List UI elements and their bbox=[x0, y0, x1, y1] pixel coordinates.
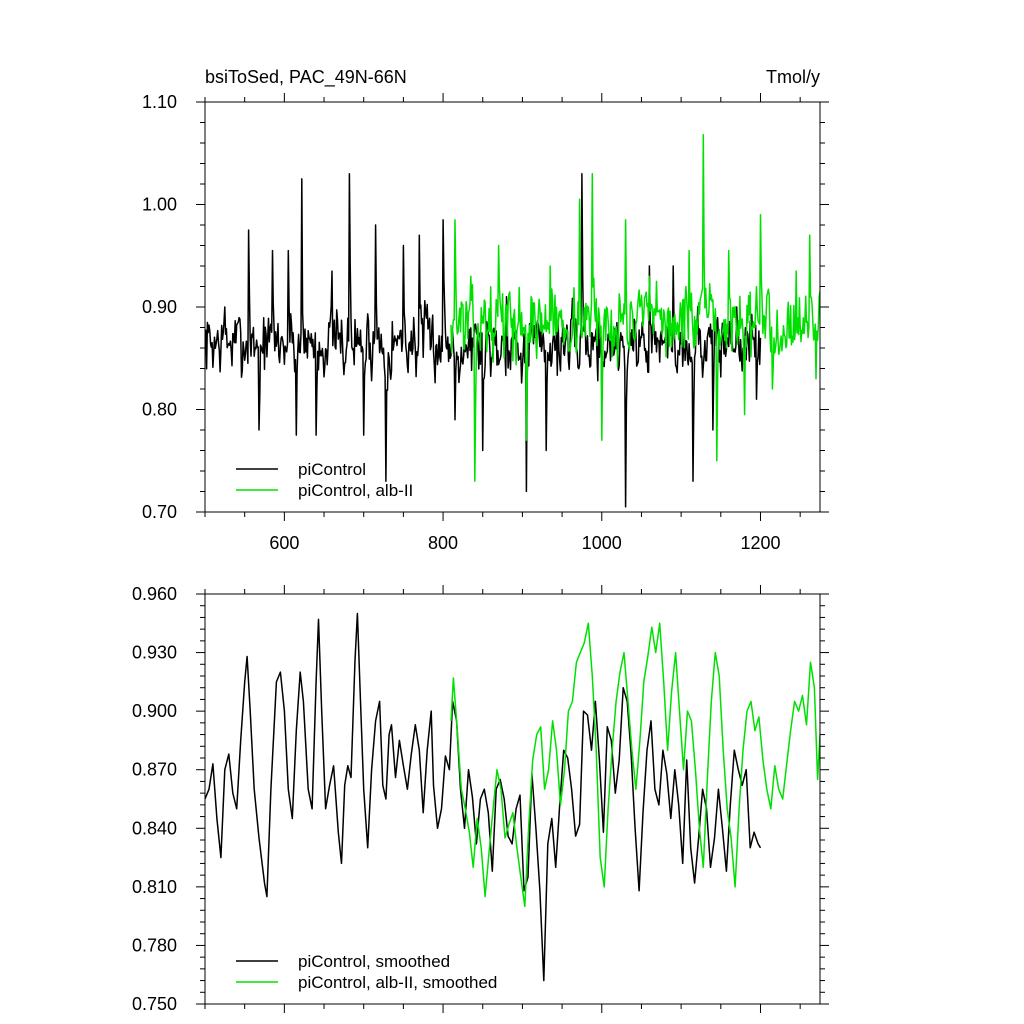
legend-label-alb-ii-smoothed: piControl, alb-II, smoothed bbox=[298, 973, 497, 992]
top-title-right: Tmol/y bbox=[766, 67, 820, 87]
x-tick-label: 800 bbox=[428, 533, 458, 553]
top-series-group bbox=[205, 134, 820, 508]
y-tick-label: 0.90 bbox=[142, 297, 177, 317]
y-tick-label: 0.840 bbox=[132, 818, 177, 838]
top-title-left: bsiToSed, PAC_49N-66N bbox=[205, 67, 407, 88]
legend-label-alb-ii: piControl, alb-II bbox=[298, 481, 413, 500]
series-line-top-0 bbox=[205, 173, 762, 508]
legend-label-picontrol: piControl bbox=[298, 460, 366, 479]
x-tick-label: 1000 bbox=[582, 533, 622, 553]
bottom-axes: 0.750 0.780 0.810 0.840 0.870 0.900 0.930 0.960 bbox=[132, 584, 829, 1014]
top-axes: 600 800 1000 1200 0.70 0.80 0.90 1.00 1.10 bbox=[142, 92, 829, 553]
y-tick-label: 1.10 bbox=[142, 92, 177, 112]
y-tick-label: 0.80 bbox=[142, 400, 177, 420]
y-tick-label: 0.960 bbox=[132, 584, 177, 604]
y-tick-label: 0.810 bbox=[132, 877, 177, 897]
y-tick-label: 0.870 bbox=[132, 760, 177, 780]
plot-frame bbox=[204, 593, 821, 1005]
y-tick-label: 0.70 bbox=[142, 502, 177, 522]
y-tick-label: 0.930 bbox=[132, 643, 177, 663]
y-tick-label: 0.750 bbox=[132, 994, 177, 1014]
bottom-panel: 0.750 0.780 0.810 0.840 0.870 0.900 0.930 0.960… bbox=[132, 584, 829, 1014]
y-tick-label: 1.00 bbox=[142, 195, 177, 215]
legend-label-picontrol-smoothed: piControl, smoothed bbox=[298, 952, 450, 971]
top-legend: piControl piControl, alb-II bbox=[236, 460, 413, 500]
x-tick-label: 1200 bbox=[740, 533, 780, 553]
x-tick-label: 600 bbox=[269, 533, 299, 553]
top-panel: bsiToSed, PAC_49N-66N Tmol/y 600 800 1000 1… bbox=[142, 67, 829, 553]
y-tick-label: 0.780 bbox=[132, 935, 177, 955]
series-line-top-1 bbox=[450, 134, 820, 483]
bottom-series-group bbox=[205, 612, 820, 982]
series-line-bottom-1 bbox=[450, 622, 820, 908]
series-line-bottom-0 bbox=[205, 612, 762, 982]
bottom-legend: piControl, smoothed piControl, alb-II, s… bbox=[236, 952, 497, 992]
y-tick-label: 0.900 bbox=[132, 701, 177, 721]
